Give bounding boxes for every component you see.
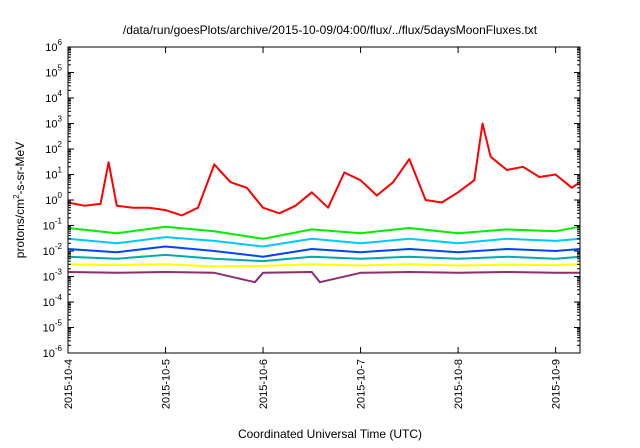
series-line-2 xyxy=(67,225,581,240)
y-tick-label: 103 xyxy=(45,115,62,131)
y-tick-base: 10 xyxy=(45,195,57,207)
y-tick-label: 105 xyxy=(45,64,62,80)
y-tick-exponent: 2 xyxy=(58,140,63,149)
y-tick-exponent: 1 xyxy=(58,166,63,175)
y-axis-ticks: 10-610-510-410-310-210-11001011021031041… xyxy=(43,38,580,360)
y-tick-exponent: 4 xyxy=(58,89,63,98)
x-tick-label: 2015-10-9 xyxy=(551,359,563,409)
y-axis-label-suffix: -s-sr-MeV xyxy=(13,142,27,195)
y-tick-base: 10 xyxy=(45,93,57,105)
y-tick-base: 10 xyxy=(43,221,55,233)
y-tick-label: 104 xyxy=(45,89,62,105)
y-tick-exponent: -4 xyxy=(55,293,63,302)
y-tick-exponent: -3 xyxy=(55,268,63,277)
y-tick-exponent: -6 xyxy=(55,344,63,353)
x-axis-ticks: 2015-10-4 2015-10-5 2015-10-6 2015-10-7 2015… xyxy=(63,47,563,409)
y-axis-label-superscript: 2 xyxy=(12,194,21,199)
y-tick-label: 10-6 xyxy=(43,344,63,360)
series-line-4 xyxy=(67,245,581,258)
y-tick-label: 101 xyxy=(45,166,62,182)
y-tick-base: 10 xyxy=(43,348,55,360)
x-tick-label: 2015-10-7 xyxy=(356,359,368,409)
y-tick-base: 10 xyxy=(45,144,57,156)
y-tick-base: 10 xyxy=(45,68,57,80)
x-tick-label: 2015-10-4 xyxy=(63,359,75,409)
y-tick-label: 106 xyxy=(45,38,62,54)
y-tick-base: 10 xyxy=(45,119,57,131)
series-line-7 xyxy=(67,271,580,284)
y-tick-exponent: 3 xyxy=(58,115,63,124)
y-tick-label: 100 xyxy=(45,191,62,207)
y-tick-label: 10-5 xyxy=(43,319,63,335)
series-line-3 xyxy=(67,236,581,248)
y-tick-label: 10-3 xyxy=(43,268,63,284)
y-tick-base: 10 xyxy=(43,246,55,258)
series-line-5 xyxy=(67,253,581,263)
series-line-6 xyxy=(67,263,581,268)
y-tick-label: 10-2 xyxy=(43,242,63,258)
plot-frame xyxy=(67,46,581,354)
y-tick-exponent: -5 xyxy=(55,319,63,328)
x-tick-label: 2015-10-6 xyxy=(258,359,270,409)
y-axis-label-prefix: protons/cm xyxy=(13,199,27,258)
chart-title: /data/run/goesPlots/archive/2015-10-09/0… xyxy=(123,23,538,37)
y-tick-label: 102 xyxy=(45,140,62,156)
x-axis-label: Coordinated Universal Time (UTC) xyxy=(238,427,422,441)
y-tick-base: 10 xyxy=(45,170,57,182)
y-axis-label: protons/cm2-s-sr-MeV xyxy=(12,142,27,258)
y-tick-exponent: 0 xyxy=(58,191,63,200)
y-tick-exponent: 6 xyxy=(58,38,63,47)
x-tick-label: 2015-10-5 xyxy=(161,359,173,409)
y-tick-label: 10-4 xyxy=(43,293,63,309)
y-tick-exponent: -2 xyxy=(55,242,63,251)
x-tick-label: 2015-10-8 xyxy=(453,359,465,409)
y-tick-base: 10 xyxy=(43,323,55,335)
y-tick-base: 10 xyxy=(43,272,55,284)
y-tick-label: 10-1 xyxy=(43,217,63,233)
series-line-1 xyxy=(67,122,581,217)
y-tick-base: 10 xyxy=(45,42,57,54)
y-tick-exponent: 5 xyxy=(58,64,63,73)
series-layer xyxy=(67,122,581,284)
plot-area: 10-610-510-410-310-210-11001011021031041… xyxy=(43,38,581,409)
y-tick-exponent: -1 xyxy=(55,217,63,226)
y-tick-base: 10 xyxy=(43,297,55,309)
